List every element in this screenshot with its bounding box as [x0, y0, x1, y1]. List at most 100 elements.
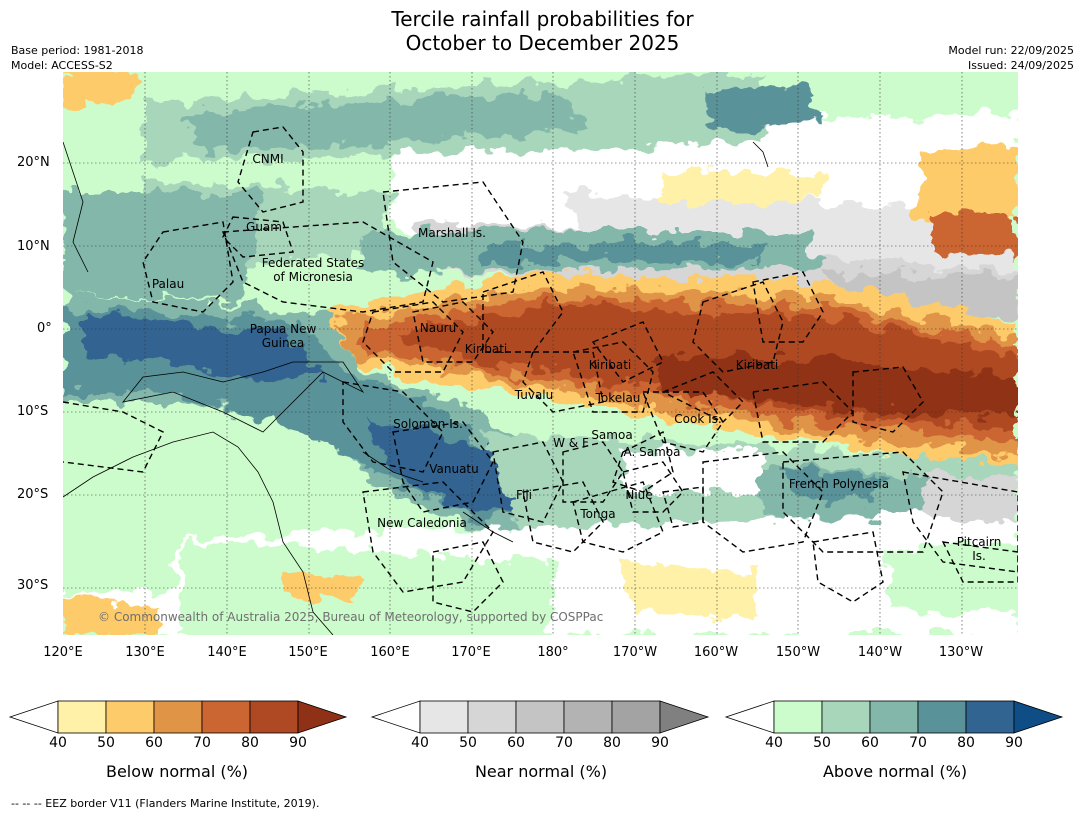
colorbar-segment	[917, 700, 967, 734]
probability-field	[63, 72, 1018, 635]
colorbar-tick-label: 80	[957, 735, 975, 751]
label-wallis-futuna: W & F	[553, 436, 589, 450]
issued-date: Issued: 24/09/2025	[967, 59, 1074, 72]
label-kiribati-east: Kiribati	[735, 358, 779, 372]
label-niue: Niue	[625, 488, 653, 502]
label-marshall-is: Marshall Is.	[418, 226, 486, 240]
meta-left: Base period: 1981-2018 Model: ACCESS-S2	[11, 43, 143, 73]
colorbar-min-extend	[8, 700, 59, 734]
label-pitcairn-is: Pitcairn Is.	[956, 535, 1002, 563]
label-cnmi: CNMI	[252, 152, 284, 166]
label-vanuatu: Vanuatu	[429, 462, 479, 476]
colorbar-tick-label: 90	[651, 735, 669, 751]
label-kiribati-west: Kiribati	[464, 342, 508, 356]
colorbar-max-extend	[297, 700, 348, 734]
eez-borders	[63, 126, 1018, 613]
colorbar-segment	[105, 700, 155, 734]
colorbar-above-normal	[724, 700, 1064, 734]
map-title: Tercile rainfall probabilities for Octob…	[0, 7, 1085, 55]
lat-label-20s: 20°S	[17, 487, 49, 502]
colorbar-tick-label: 60	[507, 735, 525, 751]
colorbar-segment	[965, 700, 1015, 734]
lon-label-170w: 170°W	[612, 645, 658, 660]
lat-label-30s: 30°S	[17, 578, 49, 593]
title-line-2: October to December 2025	[405, 31, 680, 55]
lat-label-20n: 20°N	[17, 155, 50, 170]
label-solomon-is: Solomon Is.	[393, 417, 463, 431]
lon-label-130w: 130°W	[938, 645, 984, 660]
label-guam: Guam	[246, 220, 282, 234]
colorbar-label-below: Below normal (%)	[105, 762, 249, 781]
graticule	[63, 72, 1018, 635]
colorbar-segment	[153, 700, 203, 734]
label-tonga: Tonga	[580, 507, 616, 521]
lon-label-180: 180°	[537, 645, 569, 660]
colorbar-segment	[611, 700, 661, 734]
lon-label-130e: 130°E	[125, 645, 165, 660]
meta-right: Model run: 22/09/2025 Issued: 24/09/2025	[948, 43, 1074, 73]
colorbar-tick-label: 80	[603, 735, 621, 751]
colorbar-tick-label: 40	[765, 735, 783, 751]
colorbar-segment	[515, 700, 565, 734]
colorbar-tick-label: 50	[459, 735, 477, 751]
colorbar-segment	[821, 700, 871, 734]
colorbar-min-extend	[724, 700, 775, 734]
colorbar-tick-label: 40	[411, 735, 429, 751]
colorbar-near-normal	[370, 700, 710, 734]
colorbar-segment	[869, 700, 919, 734]
lon-label-160w: 160°W	[693, 645, 739, 660]
base-period: Base period: 1981-2018	[11, 44, 144, 57]
lon-label-140w: 140°W	[857, 645, 903, 660]
colorbar-label-near: Near normal (%)	[474, 762, 608, 781]
colorbar-max-extend	[659, 700, 710, 734]
label-png: Papua New Guinea	[249, 322, 317, 350]
colorbar-tick-label: 70	[555, 735, 573, 751]
lon-label-150e: 150°E	[288, 645, 328, 660]
model-run: Model run: 22/09/2025	[948, 44, 1074, 57]
colorbar-segment	[419, 700, 469, 734]
colorbar-segment	[773, 700, 823, 734]
lon-label-170e: 170°E	[451, 645, 491, 660]
lon-label-150w: 150°W	[775, 645, 821, 660]
colorbar-segment	[563, 700, 613, 734]
colorbar-below-normal	[8, 700, 348, 734]
copyright-notice: © Commonwealth of Australia 2025, Bureau…	[98, 610, 604, 624]
lon-label-140e: 140°E	[207, 645, 247, 660]
colorbar-tick-label: 80	[241, 735, 259, 751]
rainfall-probability-map	[63, 72, 1018, 635]
colorbar-segment	[57, 700, 107, 734]
colorbar-tick-label: 90	[1005, 735, 1023, 751]
colorbar-min-extend	[370, 700, 421, 734]
colorbar-tick-label: 70	[909, 735, 927, 751]
colorbar-segment	[249, 700, 299, 734]
colorbar-tick-label: 90	[289, 735, 307, 751]
colorbar-tick-label: 70	[193, 735, 211, 751]
label-samoa: Samoa	[591, 428, 633, 442]
colorbars	[8, 700, 1064, 734]
label-tokelau: Tokelau	[595, 391, 641, 405]
label-tuvalu: Tuvalu	[514, 388, 554, 402]
model-name: Model: ACCESS-S2	[11, 59, 113, 72]
label-cook-is: Cook Is.	[674, 412, 722, 426]
label-palau: Palau	[151, 277, 185, 291]
label-nauru: Nauru	[419, 321, 457, 335]
colorbar-tick-label: 60	[861, 735, 879, 751]
label-fiji: Fiji	[515, 488, 533, 502]
title-line-1: Tercile rainfall probabilities for	[391, 7, 694, 31]
lon-label-120e: 120°E	[43, 645, 83, 660]
label-fsm: Federated States of Micronesia	[261, 256, 365, 284]
colorbar-tick-label: 40	[49, 735, 67, 751]
colorbar-label-above: Above normal (%)	[822, 762, 968, 781]
colorbar-tick-label: 60	[145, 735, 163, 751]
label-american-samoa: A. Samoa	[623, 445, 681, 459]
lon-label-160e: 160°E	[370, 645, 410, 660]
colorbar-segment	[467, 700, 517, 734]
colorbar-max-extend	[1013, 700, 1064, 734]
lat-label-10n: 10°N	[17, 239, 50, 254]
lat-label-0: 0°	[37, 321, 52, 336]
label-kiribati-central: Kiribati	[588, 358, 632, 372]
colorbar-tick-label: 50	[97, 735, 115, 751]
label-french-polynesia: French Polynesia	[788, 477, 890, 491]
colorbar-tick-label: 50	[813, 735, 831, 751]
colorbar-segment	[201, 700, 251, 734]
